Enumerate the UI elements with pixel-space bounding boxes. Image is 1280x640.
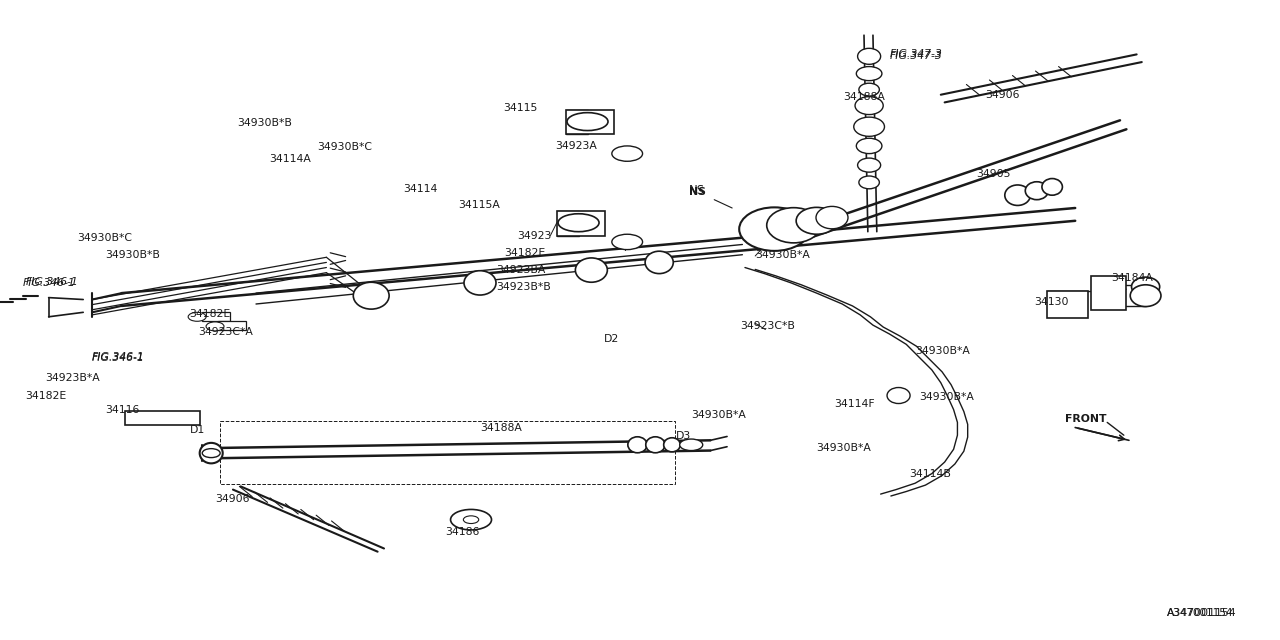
Ellipse shape <box>796 207 837 234</box>
Circle shape <box>202 449 220 458</box>
Ellipse shape <box>1132 277 1160 296</box>
Text: 34923C*B: 34923C*B <box>740 321 795 332</box>
Bar <box>202 312 230 321</box>
Ellipse shape <box>628 436 648 452</box>
Ellipse shape <box>856 138 882 154</box>
Text: 34114: 34114 <box>403 184 438 194</box>
Text: 34923B*A: 34923B*A <box>45 372 100 383</box>
Circle shape <box>612 234 643 250</box>
Bar <box>566 110 614 134</box>
Bar <box>220 421 675 484</box>
Text: 34930B*A: 34930B*A <box>919 392 974 402</box>
Text: FIG.346-1: FIG.346-1 <box>23 278 76 288</box>
Ellipse shape <box>353 282 389 309</box>
Text: 34188A: 34188A <box>480 422 522 433</box>
Text: D3: D3 <box>676 431 691 442</box>
Ellipse shape <box>645 251 673 273</box>
Text: A347001154: A347001154 <box>1167 608 1236 618</box>
Text: FIG.347-3: FIG.347-3 <box>890 51 942 61</box>
Ellipse shape <box>817 206 849 228</box>
Circle shape <box>612 146 643 161</box>
Circle shape <box>188 312 206 321</box>
Text: 34116: 34116 <box>105 404 140 415</box>
Text: 34930B*B: 34930B*B <box>237 118 292 128</box>
Text: 34906: 34906 <box>986 90 1020 100</box>
Circle shape <box>451 509 492 530</box>
Text: A347001154: A347001154 <box>1167 608 1234 618</box>
Text: 34130: 34130 <box>1034 297 1069 307</box>
Ellipse shape <box>1005 185 1030 205</box>
Text: 34114A: 34114A <box>269 154 311 164</box>
Ellipse shape <box>740 207 810 251</box>
Text: FIG.346-1: FIG.346-1 <box>92 352 145 362</box>
Ellipse shape <box>859 176 879 189</box>
Ellipse shape <box>856 67 882 81</box>
Text: FIG.346-1: FIG.346-1 <box>92 353 145 364</box>
Text: 34182E: 34182E <box>26 390 67 401</box>
Text: 34905: 34905 <box>977 169 1011 179</box>
Ellipse shape <box>646 436 666 452</box>
Bar <box>1047 291 1088 318</box>
Text: 34115A: 34115A <box>458 200 500 210</box>
Ellipse shape <box>1042 179 1062 195</box>
Ellipse shape <box>1130 285 1161 307</box>
Text: 34923: 34923 <box>517 230 552 241</box>
Text: 34930B*A: 34930B*A <box>817 443 872 453</box>
Text: 34930B*A: 34930B*A <box>915 346 970 356</box>
Ellipse shape <box>887 387 910 403</box>
Ellipse shape <box>859 83 879 96</box>
Text: 34184A: 34184A <box>1111 273 1153 284</box>
Text: 34182E: 34182E <box>189 308 230 319</box>
Text: 34186: 34186 <box>445 527 480 538</box>
Ellipse shape <box>858 48 881 64</box>
Ellipse shape <box>558 214 599 232</box>
Text: 34906: 34906 <box>215 494 250 504</box>
Circle shape <box>680 439 703 451</box>
Text: NS: NS <box>689 184 705 197</box>
Text: 34930B*B: 34930B*B <box>105 250 160 260</box>
Text: 34114F: 34114F <box>835 399 876 410</box>
Text: FIG.346-1: FIG.346-1 <box>26 276 78 287</box>
Text: 34930B*C: 34930B*C <box>77 233 132 243</box>
Text: FRONT: FRONT <box>1065 414 1106 424</box>
Bar <box>557 211 605 236</box>
Text: 34182E: 34182E <box>504 248 545 258</box>
Text: 34923BA: 34923BA <box>497 265 547 275</box>
Circle shape <box>463 516 479 524</box>
Text: NS: NS <box>689 187 705 197</box>
Text: 34114B: 34114B <box>909 468 951 479</box>
Ellipse shape <box>200 443 223 463</box>
Ellipse shape <box>858 158 881 172</box>
Ellipse shape <box>1025 182 1048 200</box>
Text: 34115: 34115 <box>503 102 538 113</box>
Text: 34930B*A: 34930B*A <box>755 250 810 260</box>
Text: D2: D2 <box>604 334 620 344</box>
Circle shape <box>206 322 224 331</box>
Bar <box>218 321 246 330</box>
Text: 34930B*C: 34930B*C <box>317 142 372 152</box>
Text: 34188A: 34188A <box>844 92 886 102</box>
Ellipse shape <box>663 438 681 452</box>
Text: D1: D1 <box>189 425 205 435</box>
Text: 34930B*A: 34930B*A <box>691 410 746 420</box>
Text: 34923C*A: 34923C*A <box>198 326 253 337</box>
Text: 34923B*B: 34923B*B <box>497 282 552 292</box>
Ellipse shape <box>854 117 884 136</box>
Text: 34923A: 34923A <box>556 141 598 151</box>
Ellipse shape <box>767 207 820 243</box>
Ellipse shape <box>465 271 497 295</box>
Ellipse shape <box>576 258 608 282</box>
Ellipse shape <box>567 113 608 131</box>
Bar <box>1091 276 1126 310</box>
Ellipse shape <box>855 97 883 115</box>
Text: FIG.347-3: FIG.347-3 <box>890 49 942 60</box>
Bar <box>125 411 200 425</box>
